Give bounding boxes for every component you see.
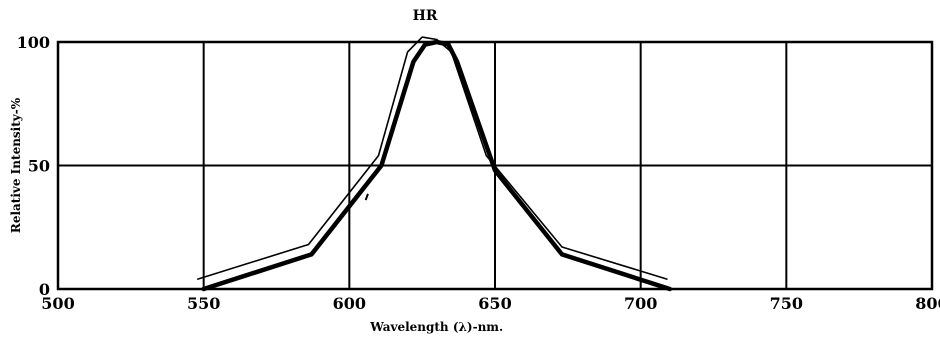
chart-title: HR [413, 8, 438, 24]
y-tick-label: 0 [39, 280, 50, 299]
series-line-thin [197, 36, 668, 280]
x-tick-label: 700 [624, 294, 657, 313]
x-tick-label: 600 [333, 294, 366, 313]
x-tick-labels: 500 550 600 650 700 750 800 [41, 294, 940, 313]
x-axis-label: Wavelength (λ)-nm. [369, 320, 503, 334]
x-tick-label: 500 [41, 294, 74, 313]
y-axis-label: Relative Intensity-% [9, 97, 23, 233]
y-tick-label: 100 [17, 33, 50, 52]
x-tick-label: 550 [187, 294, 220, 313]
x-tick-label: 750 [770, 294, 803, 313]
x-tick-label: 650 [478, 294, 511, 313]
x-tick-label: 800 [915, 294, 940, 313]
stray-mark [364, 193, 369, 201]
plot-frame [56, 40, 934, 291]
y-tick-labels: 0 50 100 [17, 33, 50, 299]
y-tick-label: 50 [28, 157, 50, 176]
series-layer [197, 36, 673, 292]
